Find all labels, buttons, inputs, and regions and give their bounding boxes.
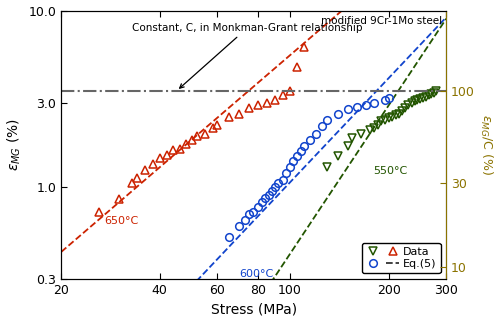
Legend: , , Data, Eq.(5): , , Data, Eq.(5) (362, 243, 440, 273)
Y-axis label: $\varepsilon_{MG}$/C (%): $\varepsilon_{MG}$/C (%) (478, 114, 494, 175)
Text: Constant, C, in Monkman-Grant relationship: Constant, C, in Monkman-Grant relationsh… (132, 23, 363, 88)
Text: 550°C: 550°C (374, 166, 408, 176)
Text: modified 9Cr-1Mo steel: modified 9Cr-1Mo steel (322, 16, 442, 26)
X-axis label: Stress (MPa): Stress (MPa) (210, 302, 297, 317)
Y-axis label: $\varepsilon_{MG}$ (%): $\varepsilon_{MG}$ (%) (6, 118, 23, 171)
Text: 600°C: 600°C (240, 270, 274, 279)
Text: 650°C: 650°C (104, 216, 138, 226)
